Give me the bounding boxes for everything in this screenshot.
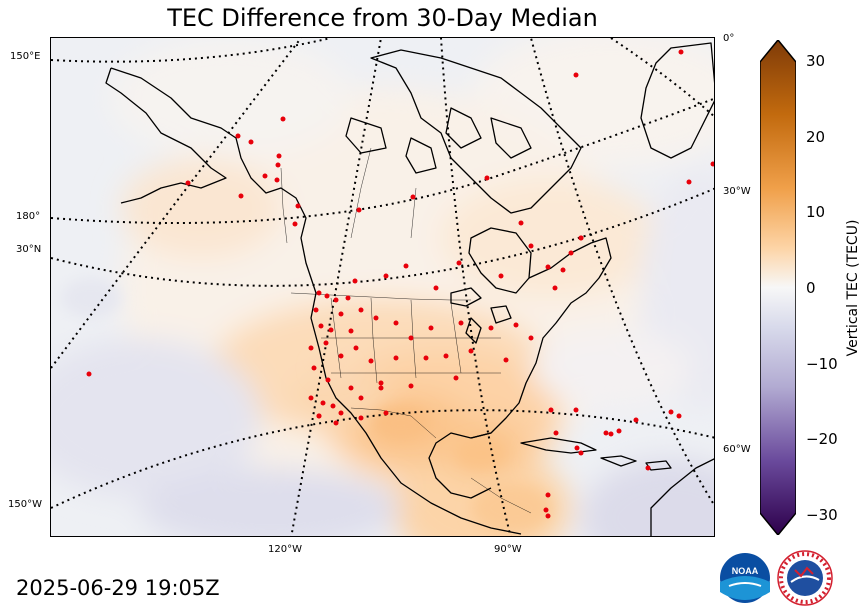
colorbar-tick-m20: −20 <box>806 430 838 448</box>
nws-logo <box>777 550 833 606</box>
timestamp: 2025-06-29 19:05Z <box>16 576 220 600</box>
colorbar-tick-m10: −10 <box>806 355 838 373</box>
colorbar-tick-m30: −30 <box>806 506 838 524</box>
label-150w: 150°W <box>8 499 42 510</box>
label-150e: 150°E <box>10 51 41 62</box>
chart-title: TEC Difference from 30-Day Median <box>167 4 598 32</box>
label-0: 0° <box>723 33 735 44</box>
label-180: 180° <box>16 211 41 222</box>
noaa-logo: NOAA <box>720 553 770 603</box>
colorbar-tick-30: 30 <box>806 52 826 70</box>
coastlines <box>105 42 714 536</box>
label-30n: 30°N <box>16 244 42 255</box>
borders <box>280 147 532 514</box>
label-60w: 60°W <box>723 444 751 455</box>
label-30w: 30°W <box>723 186 751 197</box>
station-markers <box>86 49 714 519</box>
label-90w: 90°W <box>494 544 522 555</box>
tec-field <box>51 38 714 536</box>
graticule <box>51 38 714 536</box>
noaa-logo-text: NOAA <box>732 566 759 576</box>
label-120w: 120°W <box>268 544 302 555</box>
colorbar-label: Vertical TEC (TECU) <box>845 219 861 357</box>
tec-map <box>50 37 715 537</box>
colorbar-tick-10: 10 <box>806 203 826 221</box>
tec-map-canvas <box>51 38 714 536</box>
colorbar <box>760 40 796 535</box>
colorbar-tick-0: 0 <box>806 279 816 297</box>
colorbar-tick-20: 20 <box>806 128 826 146</box>
